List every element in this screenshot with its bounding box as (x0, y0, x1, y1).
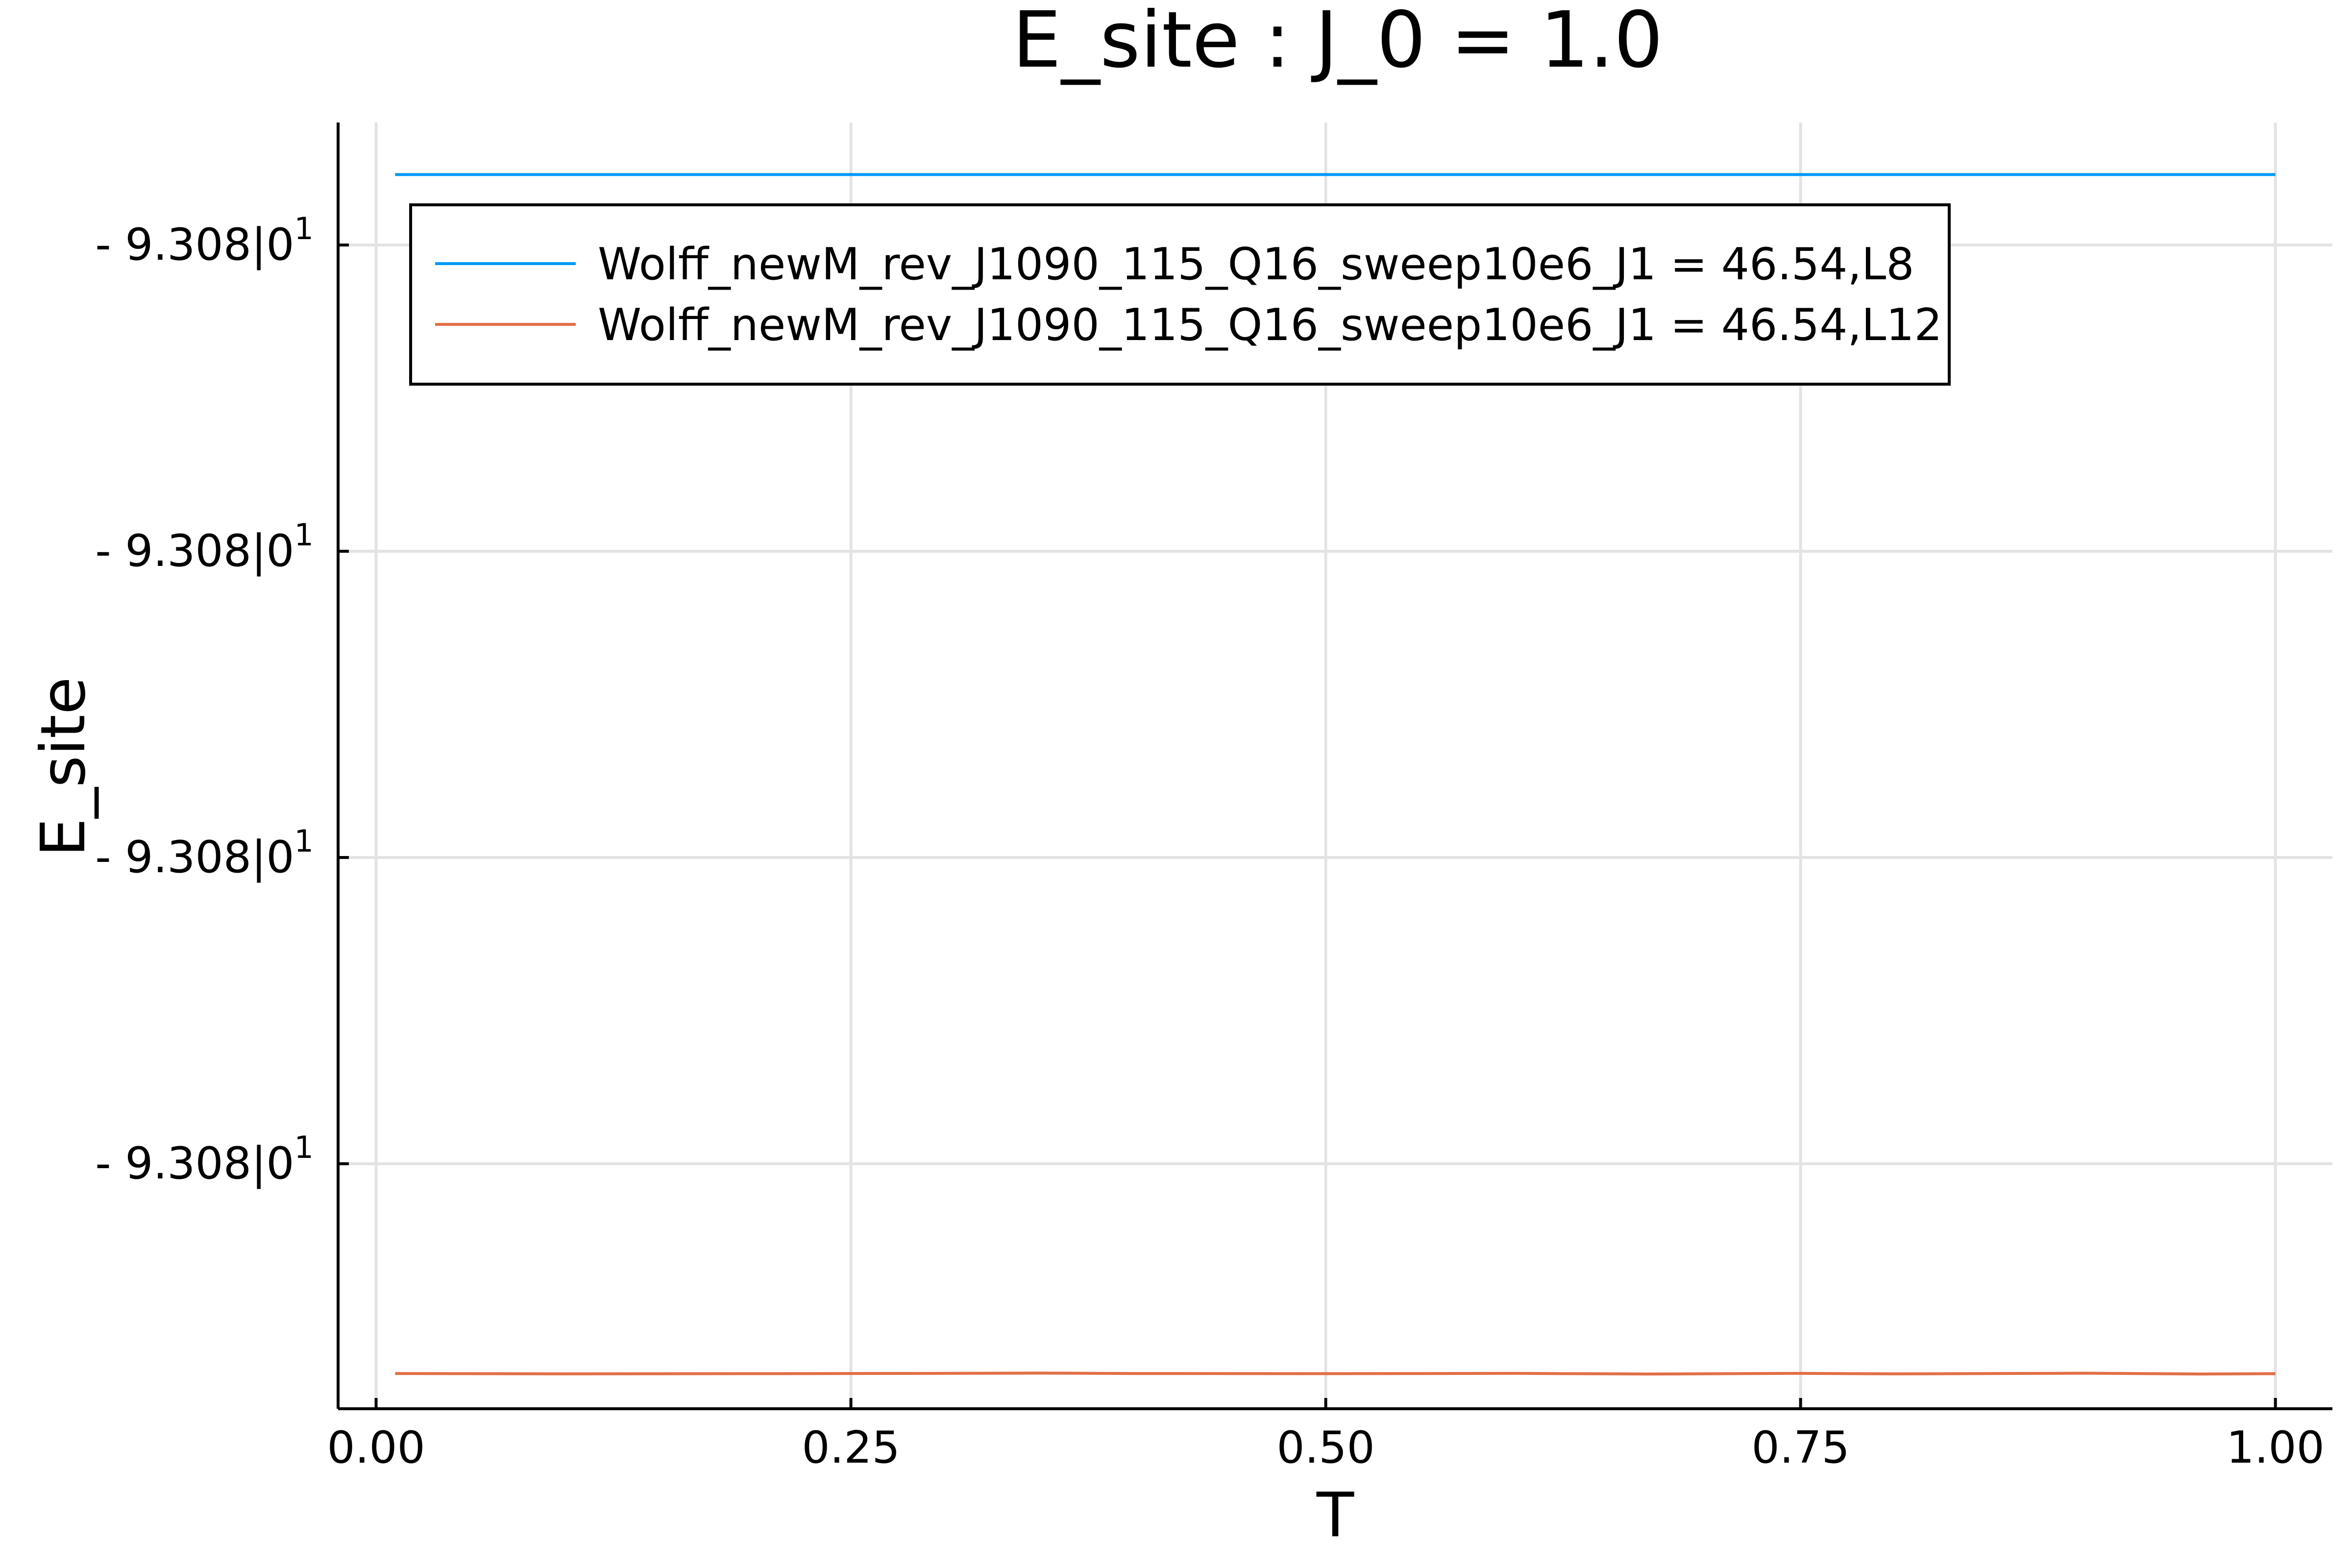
y-tick-exponent: 1 (294, 517, 314, 553)
y-ticks: - 9.308|01 - 9.308|01 - 9.308|01 - 9.308|01 (95, 211, 349, 1189)
x-tick-label: 0.50 (1276, 1422, 1374, 1473)
y-tick-exponent: 1 (294, 823, 314, 859)
x-ticks: 0.00 0.25 0.50 0.75 1.00 (327, 1398, 2325, 1473)
y-tick-label: - 9.308|01 (95, 517, 314, 577)
legend-entries: Wolff_newM_rev_J1090_115_Q16_sweep10e6_J… (435, 239, 1942, 351)
legend-label-2: Wolff_newM_rev_J1090_115_Q16_sweep10e6_J… (598, 299, 1942, 351)
y-tick-exponent: 1 (294, 211, 314, 246)
x-tick-label: 0.00 (327, 1422, 425, 1473)
legend-label-1: Wolff_newM_rev_J1090_115_Q16_sweep10e6_J… (598, 239, 1914, 290)
x-axis-label: T (1316, 1480, 1354, 1551)
y-axis-label: E_site (28, 677, 99, 857)
x-tick-label: 0.75 (1751, 1422, 1849, 1473)
y-tick-exponent: 1 (294, 1129, 314, 1165)
legend: Wolff_newM_rev_J1090_115_Q16_sweep10e6_J… (409, 203, 1951, 386)
chart-title: E_site : J_0 = 1.0 (1012, 0, 1663, 85)
y-tick-label: - 9.308|01 (95, 823, 314, 883)
y-tick-label: - 9.308|01 (95, 211, 314, 270)
legend-box (409, 203, 1951, 386)
series-line-2 (395, 1372, 2276, 1376)
series-layer (395, 173, 2276, 1376)
y-tick-label: - 9.308|01 (95, 1129, 314, 1189)
x-tick-label: 0.25 (802, 1422, 900, 1473)
axes (337, 122, 2332, 1410)
x-tick-label: 1.00 (2227, 1422, 2325, 1473)
